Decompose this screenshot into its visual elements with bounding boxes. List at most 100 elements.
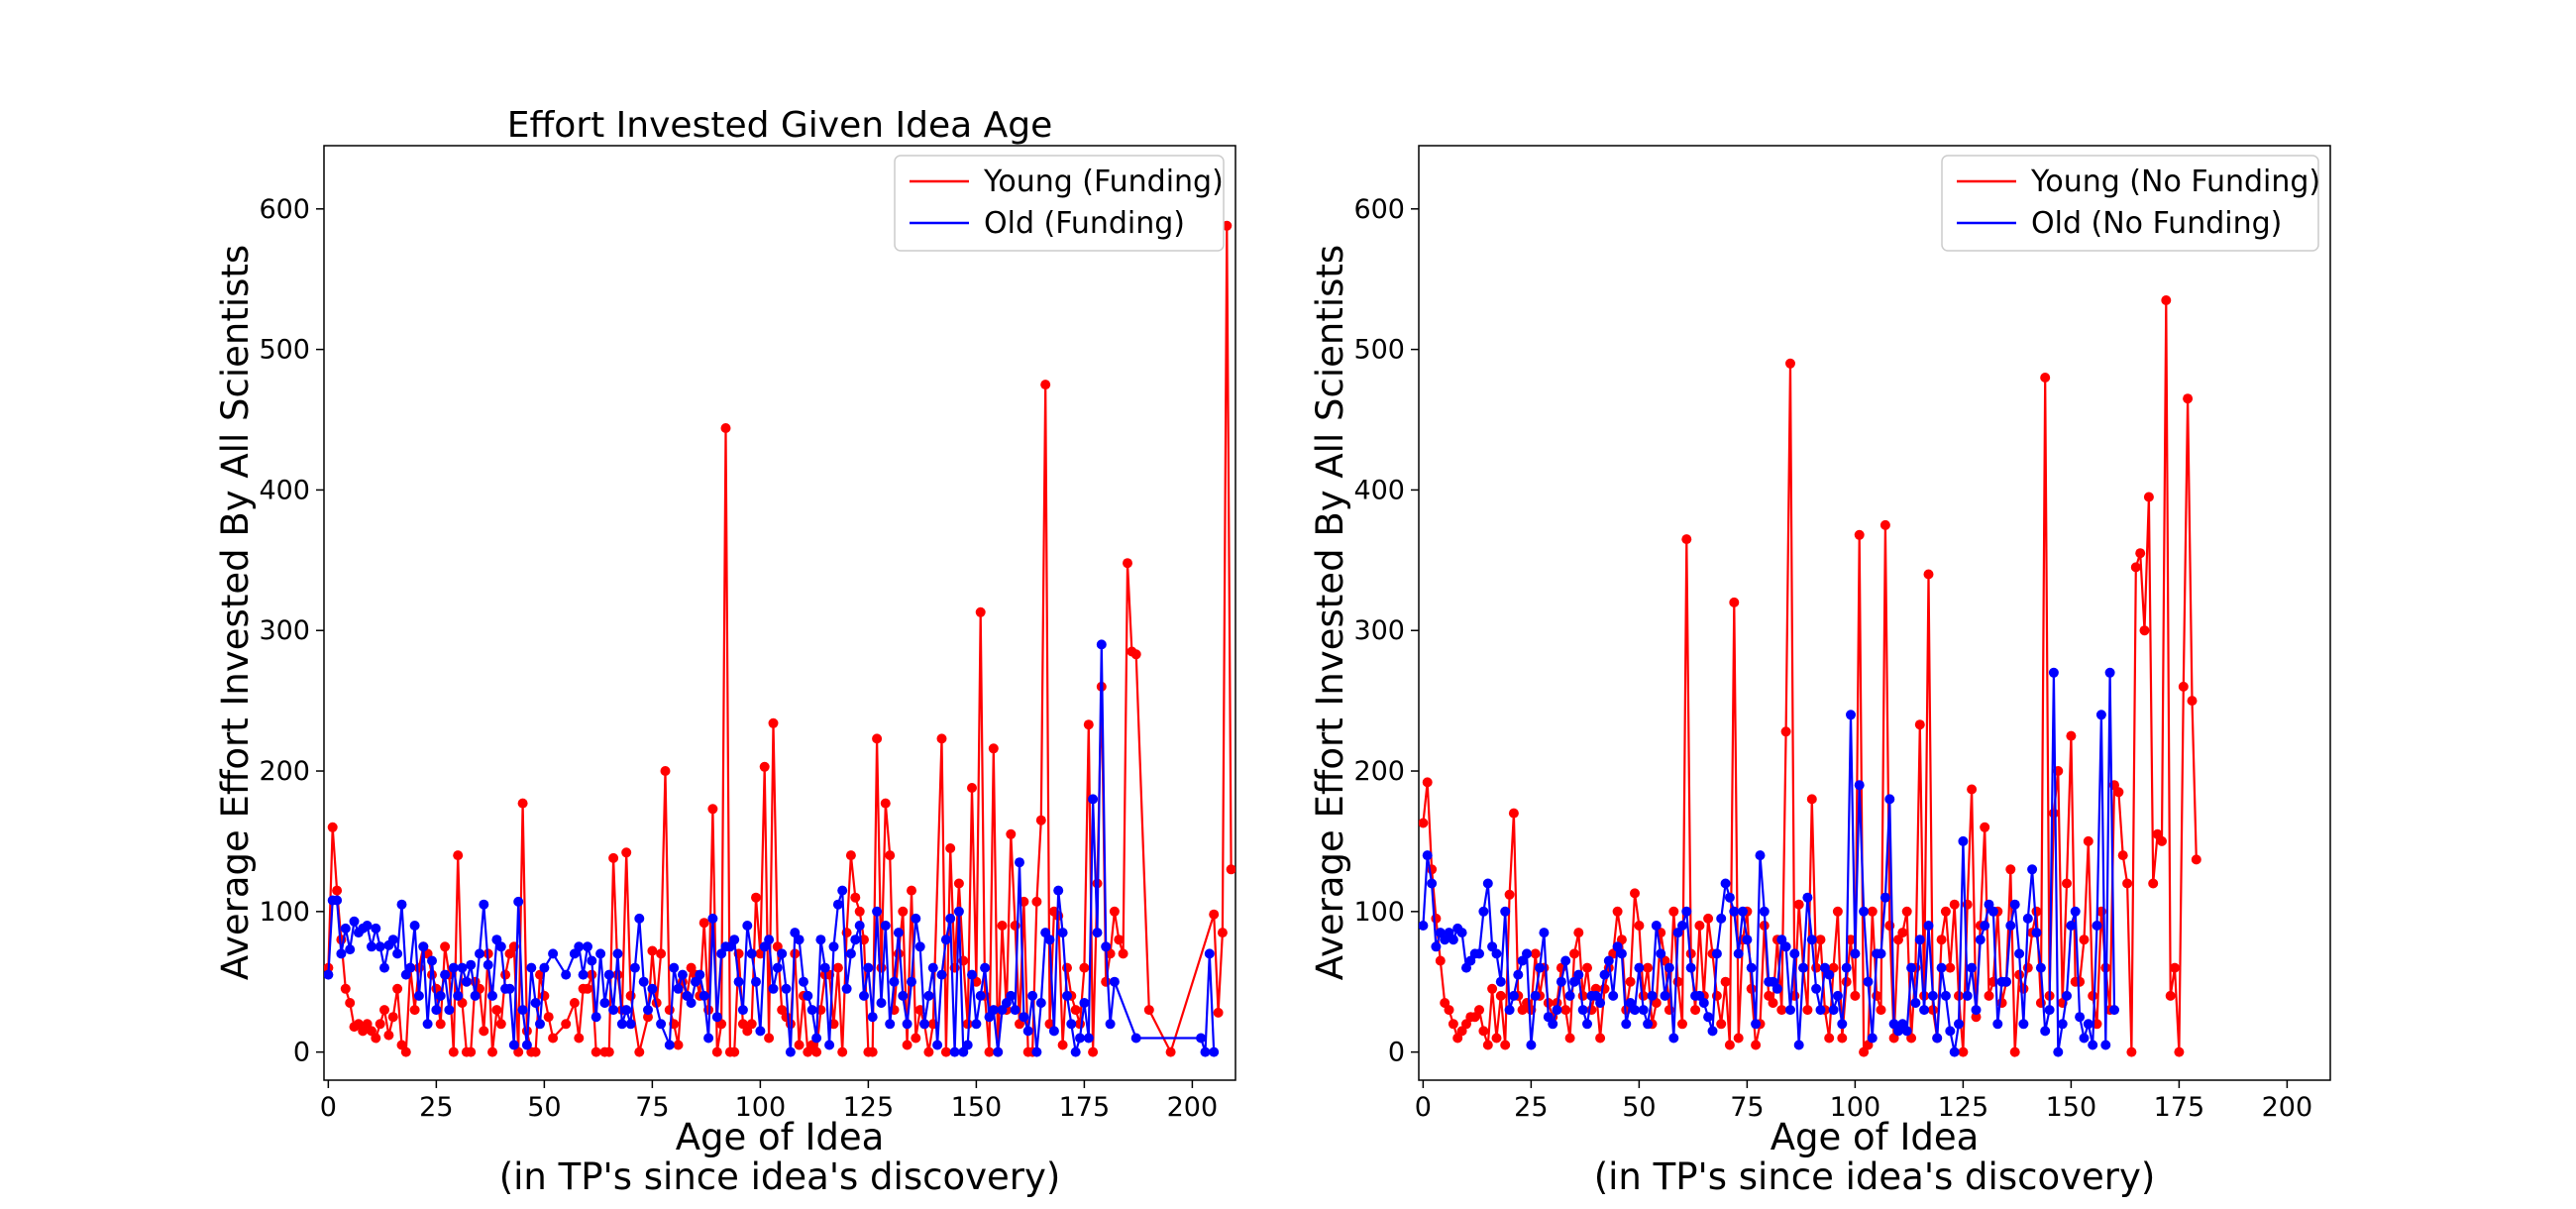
left-data-point-old-funding: [867, 1012, 878, 1023]
left-data-point-young-funding: [383, 1030, 394, 1041]
left-data-point-young-funding: [400, 1046, 411, 1057]
right-data-point-young-no-funding: [1901, 906, 1912, 917]
left-data-point-old-funding: [1088, 794, 1099, 805]
left-data-point-old-funding: [1066, 1019, 1077, 1030]
right-x-tick-label: 175: [2154, 1092, 2205, 1123]
left-series: [324, 220, 1235, 1057]
right-data-point-old-no-funding: [1958, 835, 1969, 846]
right-data-point-old-no-funding: [1552, 1005, 1562, 1016]
left-data-point-young-funding: [902, 1040, 912, 1050]
left-data-point-old-funding: [819, 962, 830, 973]
right-data-point-young-no-funding: [2174, 1046, 2185, 1057]
right-data-point-young-no-funding: [2079, 934, 2090, 945]
right-data-point-old-no-funding: [1746, 962, 1757, 973]
right-data-point-old-no-funding: [1422, 850, 1433, 861]
right-data-point-young-no-funding: [2148, 878, 2159, 889]
left-data-point-old-funding: [475, 948, 484, 959]
left-data-point-young-funding: [1040, 380, 1051, 390]
right-data-point-old-no-funding: [1971, 1005, 1982, 1016]
left-data-point-young-funding: [495, 1019, 506, 1030]
left-data-point-old-funding: [392, 948, 403, 959]
right-y-tick-label: 100: [1353, 897, 1405, 928]
right-data-point-young-no-funding: [1703, 913, 1714, 924]
left-data-point-old-funding: [1035, 998, 1046, 1008]
left-data-point-old-funding: [799, 976, 808, 987]
left-data-point-young-funding: [448, 1046, 459, 1057]
left-data-point-old-funding: [755, 1026, 766, 1037]
right-data-point-young-no-funding: [1573, 928, 1584, 938]
right-data-point-young-no-funding: [1677, 1019, 1687, 1030]
right-data-point-old-no-funding: [2075, 1012, 2086, 1023]
left-y-axis-label: Average Effort Invested By All Scientist…: [214, 245, 257, 980]
right-data-point-young-no-funding: [2178, 681, 2189, 692]
right-data-point-old-no-funding: [1879, 892, 1890, 903]
left-data-point-old-funding: [440, 969, 451, 980]
left-data-point-young-funding: [1083, 719, 1094, 730]
right-data-point-young-no-funding: [1495, 990, 1506, 1001]
right-data-point-young-no-funding: [1530, 948, 1541, 959]
right-data-point-young-no-funding: [1582, 962, 1592, 973]
left-data-point-old-funding: [375, 941, 385, 952]
left-data-point-young-funding: [811, 1046, 822, 1057]
left-data-point-young-funding: [569, 998, 580, 1008]
right-legend-label-old: Old (No Funding): [2031, 206, 2282, 241]
right-data-point-young-no-funding: [2191, 854, 2201, 865]
right-data-point-old-no-funding: [1720, 878, 1731, 889]
right-x-tick-label: 0: [1415, 1092, 1432, 1123]
left-data-point-young-funding: [371, 1033, 381, 1044]
left-data-point-young-funding: [1118, 948, 1128, 959]
right-data-point-old-no-funding: [1914, 934, 1925, 945]
right-data-point-young-no-funding: [1724, 1040, 1735, 1050]
left-x-tick-label: 200: [1167, 1092, 1219, 1123]
left-data-point-old-funding: [751, 976, 761, 987]
left-data-point-old-funding: [336, 948, 347, 959]
right-data-point-young-no-funding: [1643, 962, 1654, 973]
right-data-point-old-no-funding: [1448, 934, 1458, 945]
right-series: [1419, 295, 2201, 1057]
right-data-point-young-no-funding: [2113, 787, 2124, 798]
left-data-point-old-funding: [418, 941, 429, 952]
left-data-point-young-funding: [940, 1046, 951, 1057]
left-data-point-young-funding: [911, 1033, 921, 1044]
right-data-point-old-no-funding: [1535, 962, 1546, 973]
right-y-tick-label: 300: [1353, 615, 1405, 646]
left-data-point-old-funding: [703, 1033, 714, 1044]
right-data-point-old-no-funding: [2044, 1005, 2055, 1016]
left-data-point-old-funding: [483, 959, 493, 970]
left-data-point-old-funding: [405, 962, 416, 973]
left-data-point-old-funding: [457, 962, 468, 973]
right-data-point-young-no-funding: [1967, 784, 1978, 795]
left-data-point-old-funding: [1096, 639, 1107, 650]
left-data-point-young-funding: [729, 1046, 740, 1057]
right-data-point-young-no-funding: [1577, 990, 1588, 1001]
left-data-point-old-funding: [599, 998, 610, 1008]
left-data-point-young-funding: [664, 1005, 675, 1016]
right-x-tick-label: 75: [1730, 1092, 1764, 1123]
right-data-point-young-no-funding: [1879, 519, 1890, 530]
right-data-point-young-no-funding: [1837, 1033, 1848, 1044]
right-data-point-young-no-funding: [1625, 976, 1636, 987]
right-data-point-young-no-funding: [1832, 906, 1843, 917]
right-data-point-old-no-funding: [1456, 928, 1467, 938]
right-data-point-old-no-funding: [2018, 1019, 2029, 1030]
left-data-point-old-funding: [1027, 990, 1038, 1001]
right-data-point-old-no-funding: [1703, 1012, 1714, 1023]
left-data-point-old-funding: [936, 969, 947, 980]
left-data-point-young-funding: [698, 918, 709, 929]
left-data-point-old-funding: [781, 983, 792, 994]
right-x-axis-sublabel: (in TP's since idea's discovery): [1594, 1155, 2156, 1198]
right-data-point-old-no-funding: [1504, 1005, 1515, 1016]
left-data-point-old-funding: [387, 934, 398, 945]
right-data-point-old-no-funding: [1560, 955, 1571, 966]
left-x-axis-sublabel: (in TP's since idea's discovery): [499, 1155, 1061, 1198]
right-x-tick-label: 125: [1938, 1092, 1989, 1123]
left-data-point-old-funding: [587, 955, 597, 966]
right-data-point-young-no-funding: [2161, 295, 2172, 305]
left-data-point-old-funding: [768, 983, 779, 994]
right-data-point-old-no-funding: [1884, 794, 1895, 805]
left-data-point-young-funding: [435, 1019, 446, 1030]
left-data-point-old-funding: [876, 998, 887, 1008]
left-data-point-old-funding: [841, 983, 852, 994]
right-data-point-old-no-funding: [1431, 941, 1442, 952]
